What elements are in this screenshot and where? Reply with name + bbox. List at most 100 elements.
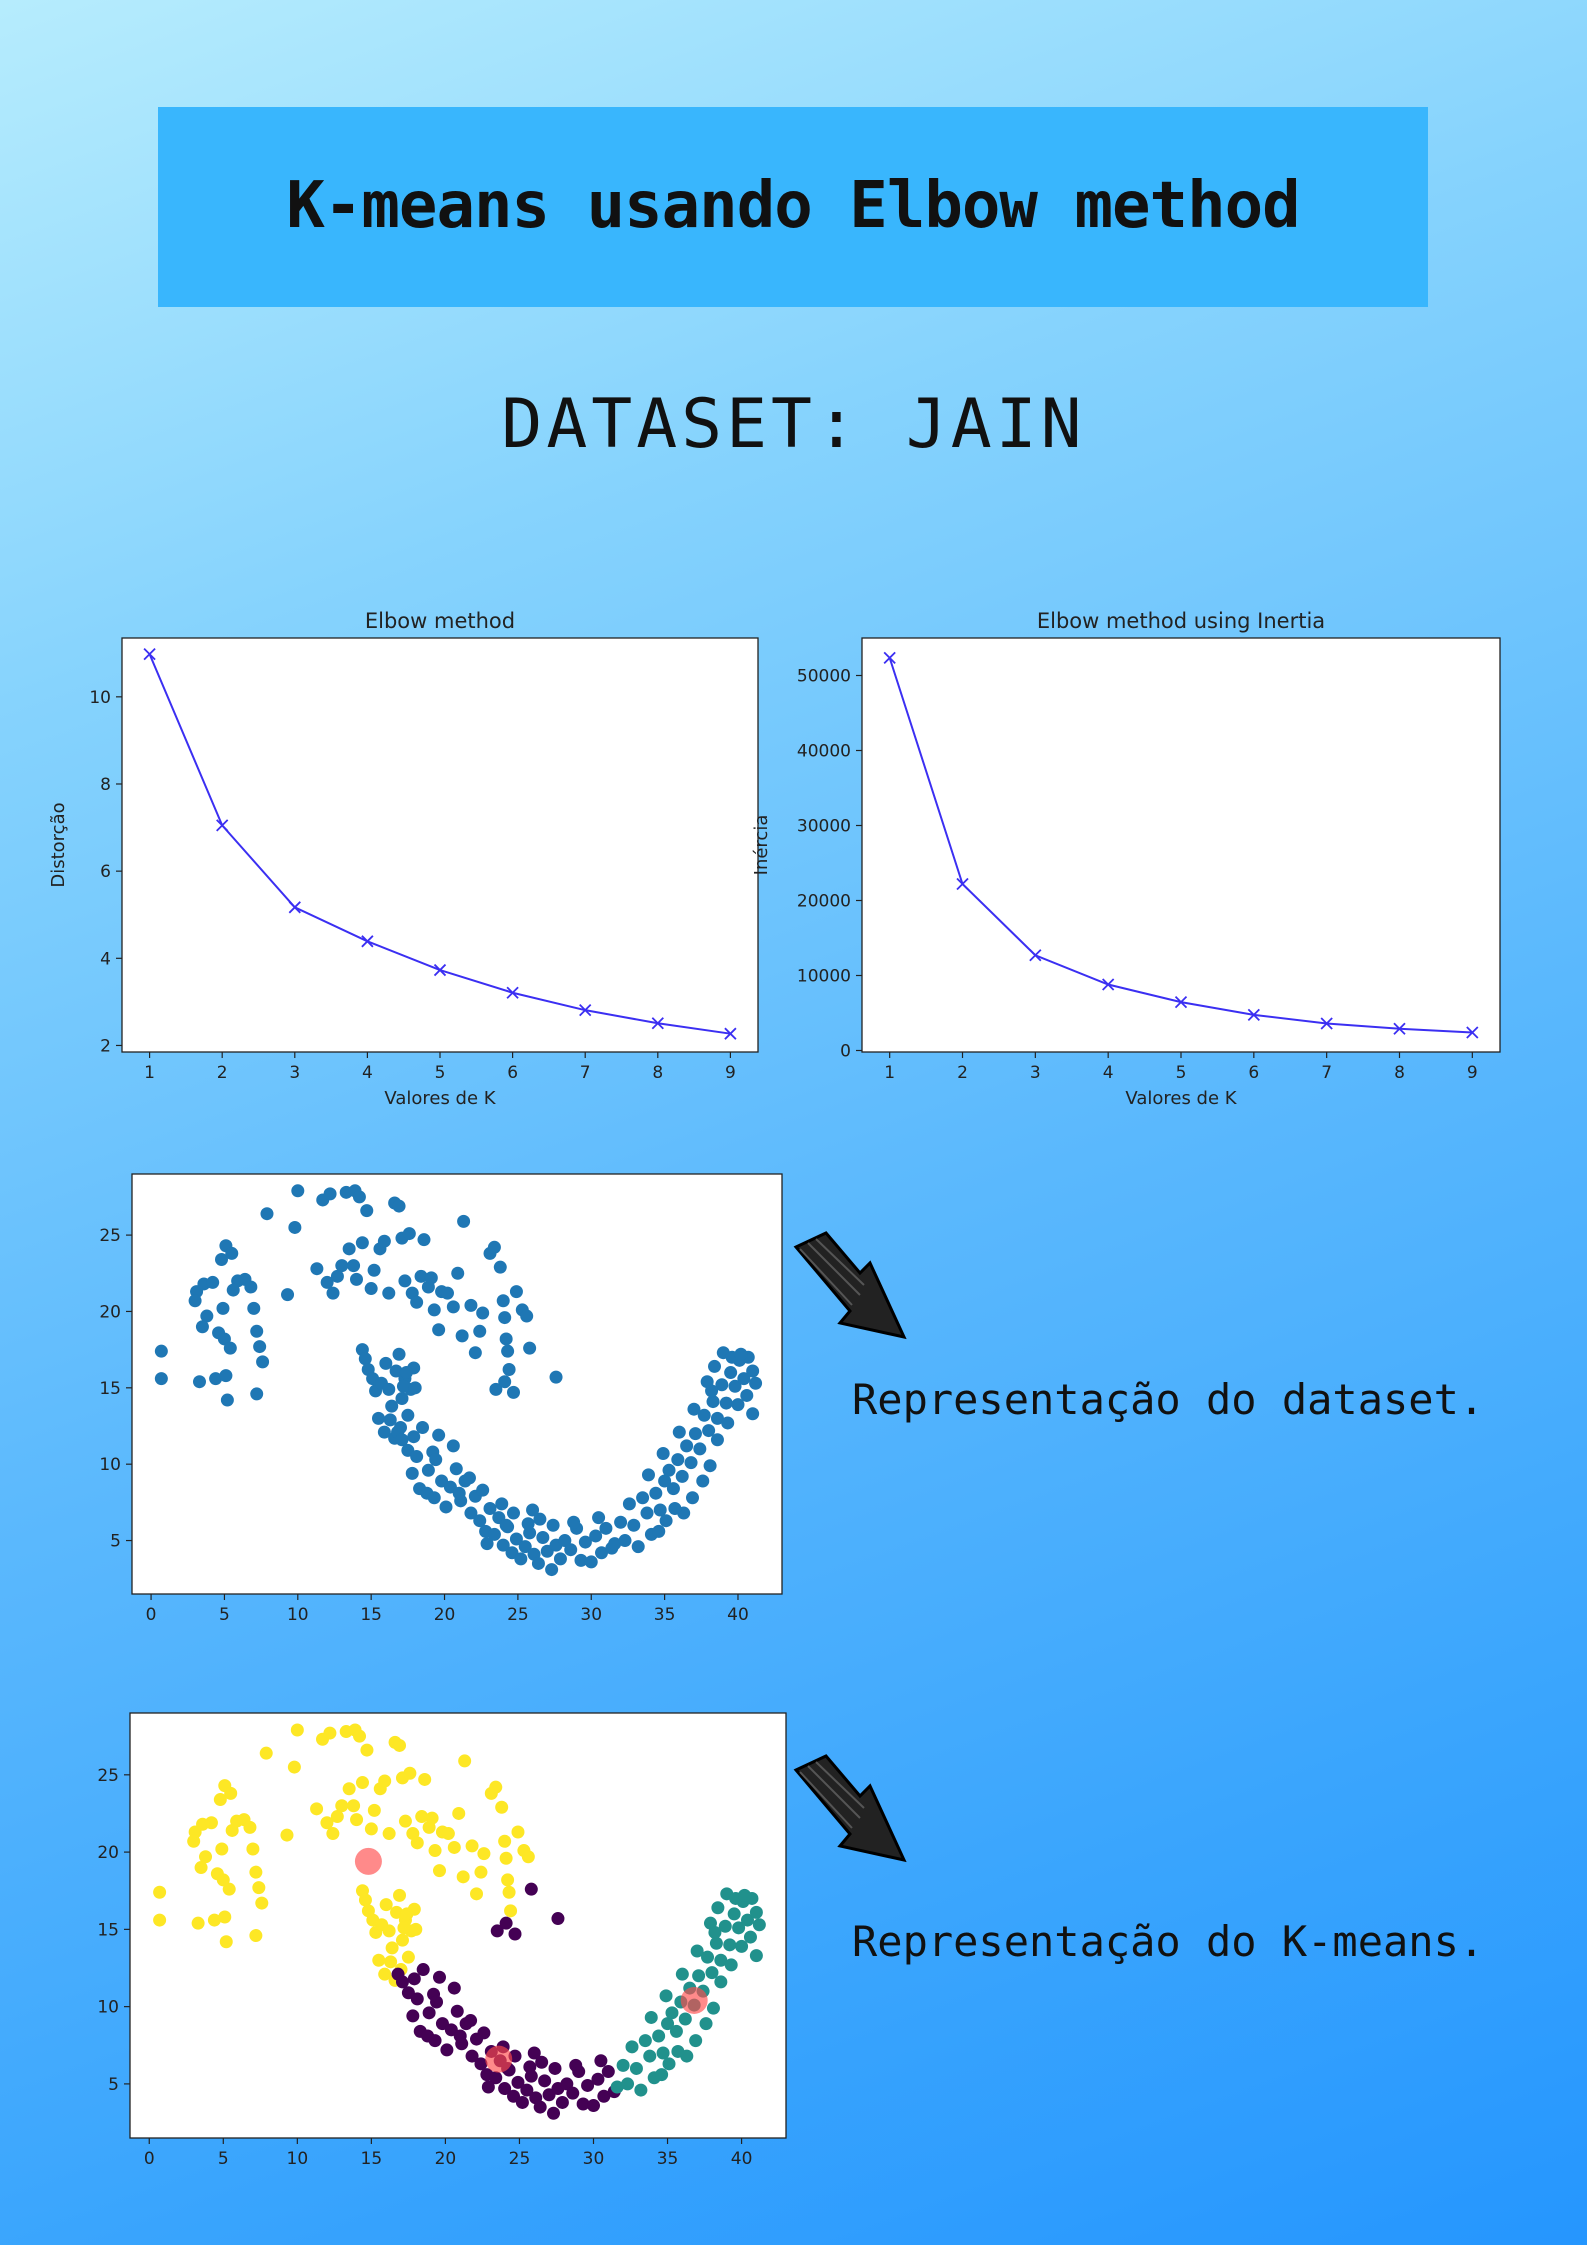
cluster-2-point bbox=[452, 1806, 466, 1820]
cluster-2-point bbox=[456, 1870, 470, 1884]
data-point-marker bbox=[288, 901, 301, 914]
data-point-marker bbox=[724, 1027, 737, 1040]
centroid-marker bbox=[354, 1847, 382, 1875]
data-point bbox=[195, 1320, 209, 1334]
cluster-1-point bbox=[711, 1901, 725, 1915]
data-point bbox=[414, 1269, 428, 1283]
cluster-2-point bbox=[390, 1905, 404, 1919]
cluster-1-point bbox=[610, 2080, 624, 2094]
data-point bbox=[473, 1514, 487, 1528]
data-point-marker bbox=[956, 877, 969, 891]
data-point bbox=[389, 1364, 403, 1378]
x-tick-label: 10 bbox=[287, 2149, 309, 2169]
x-tick-label: 35 bbox=[657, 2149, 679, 2169]
cluster-2-point bbox=[204, 1816, 218, 1830]
elbow-inertia-chart: 1 2 3 4 5 6 7 8 9 0 10000 20000 30000 40000 50000 Elbow… bbox=[751, 609, 1501, 1109]
y-axis-label: Inércia bbox=[751, 815, 772, 876]
cluster-2-point bbox=[280, 1828, 294, 1842]
cluster-2-point bbox=[225, 1823, 239, 1837]
cluster-2-point bbox=[521, 1850, 535, 1864]
y-tick-label: 10 bbox=[99, 1455, 121, 1475]
y-tick-label: 0 bbox=[840, 1042, 851, 1062]
data-point bbox=[627, 1518, 641, 1532]
y-tick-label: 25 bbox=[99, 1226, 121, 1246]
cluster-0-point bbox=[465, 2049, 479, 2063]
x-tick-label: 2 bbox=[957, 1063, 968, 1083]
cluster-0-point bbox=[416, 1963, 430, 1977]
cluster-2-point bbox=[252, 1881, 266, 1895]
cluster-1-point bbox=[709, 1936, 723, 1950]
data-point bbox=[595, 1546, 609, 1560]
data-point bbox=[509, 1285, 523, 1299]
data-point bbox=[737, 1372, 751, 1386]
data-point bbox=[578, 1535, 592, 1549]
chart-title: Elbow method bbox=[365, 609, 515, 633]
cluster-0-point bbox=[406, 2009, 420, 2023]
data-point bbox=[401, 1408, 415, 1422]
data-point bbox=[680, 1439, 694, 1453]
data-point bbox=[518, 1540, 532, 1554]
cluster-1-point bbox=[656, 2046, 670, 2060]
chart-title: Elbow method using Inertia bbox=[1037, 609, 1325, 633]
data-point bbox=[355, 1236, 369, 1250]
cluster-2-point bbox=[246, 1842, 260, 1856]
cluster-1-point bbox=[655, 2068, 669, 2082]
data-point bbox=[487, 1527, 501, 1541]
data-point bbox=[451, 1266, 465, 1280]
data-point bbox=[652, 1524, 666, 1538]
data-point bbox=[410, 1450, 424, 1464]
x-tick-label: 9 bbox=[1467, 1063, 1478, 1083]
cluster-0-point bbox=[548, 2061, 562, 2075]
data-point bbox=[706, 1395, 720, 1409]
data-point bbox=[671, 1453, 685, 1467]
data-point bbox=[395, 1433, 409, 1447]
cluster-2-point bbox=[395, 1933, 409, 1947]
data-point bbox=[734, 1347, 748, 1361]
cluster-2-point bbox=[347, 1799, 361, 1813]
y-tick-label: 30000 bbox=[797, 817, 851, 837]
data-point bbox=[215, 1253, 229, 1267]
cluster-1-point bbox=[638, 2034, 652, 2048]
data-point bbox=[685, 1491, 699, 1505]
plot-area bbox=[121, 637, 759, 1053]
cluster-0-point bbox=[508, 1927, 522, 1941]
cluster-1-point bbox=[701, 1950, 715, 1964]
dataset-scatter-chart: 0 5 10 15 20 25 30 35 40 5 10 15 20 25 bbox=[99, 1173, 783, 1625]
cluster-0-point bbox=[524, 1882, 538, 1896]
cluster-2-point bbox=[287, 1760, 301, 1774]
cluster-0-point bbox=[520, 2083, 534, 2097]
x-tick-label: 20 bbox=[434, 1605, 456, 1625]
cluster-2-point bbox=[384, 1955, 398, 1969]
data-point-marker bbox=[1247, 1008, 1260, 1022]
data-point bbox=[487, 1240, 501, 1254]
data-point bbox=[705, 1384, 719, 1398]
data-point bbox=[708, 1359, 722, 1373]
cluster-2-point bbox=[243, 1820, 257, 1834]
data-point bbox=[192, 1375, 206, 1389]
data-point bbox=[347, 1259, 361, 1273]
data-point bbox=[506, 1385, 520, 1399]
y-tick-label: 15 bbox=[99, 1379, 121, 1399]
data-point bbox=[592, 1511, 606, 1525]
data-point bbox=[220, 1393, 234, 1407]
cluster-0-point bbox=[533, 2100, 547, 2114]
arrow-icon bbox=[793, 1754, 907, 1863]
cluster-1-point bbox=[708, 1925, 722, 1939]
data-point bbox=[402, 1227, 416, 1241]
cluster-1-point bbox=[690, 1944, 704, 1958]
data-point bbox=[608, 1537, 622, 1551]
y-tick-label: 25 bbox=[97, 1766, 119, 1786]
y-tick-label: 40000 bbox=[797, 742, 851, 762]
cluster-1-point bbox=[662, 2057, 676, 2071]
cluster-0-point bbox=[440, 2043, 454, 2057]
data-point bbox=[379, 1356, 393, 1370]
cluster-0-point bbox=[499, 1916, 513, 1930]
cluster-0-point bbox=[481, 2080, 495, 2094]
cluster-2-point bbox=[403, 1766, 417, 1780]
data-point bbox=[476, 1306, 490, 1320]
data-point bbox=[457, 1214, 471, 1228]
data-point bbox=[631, 1540, 645, 1554]
data-point bbox=[697, 1408, 711, 1422]
x-tick-label: 8 bbox=[1394, 1063, 1405, 1083]
data-point bbox=[549, 1370, 563, 1384]
